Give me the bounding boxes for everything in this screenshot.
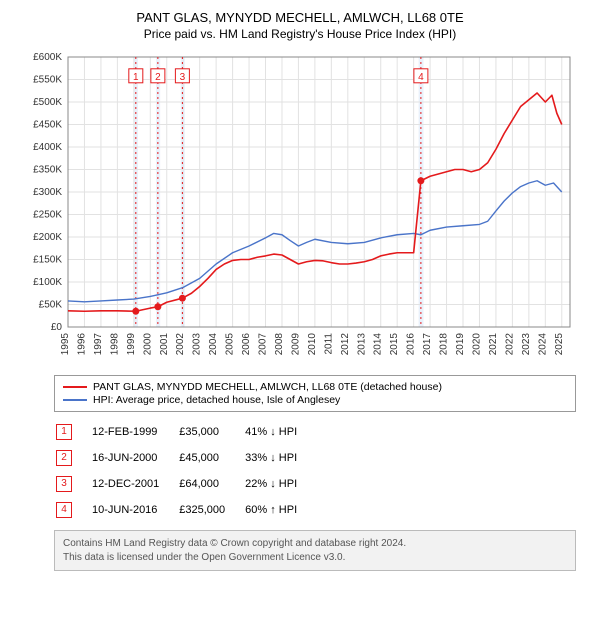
svg-text:2015: 2015 — [389, 333, 400, 356]
svg-text:2005: 2005 — [225, 333, 236, 356]
svg-text:2019: 2019 — [455, 333, 466, 356]
svg-text:2003: 2003 — [192, 333, 203, 356]
svg-text:£400K: £400K — [33, 142, 62, 153]
event-delta: 33% ↓ HPI — [245, 446, 315, 470]
svg-text:£50K: £50K — [39, 300, 63, 311]
legend-swatch — [63, 399, 87, 401]
page-title: PANT GLAS, MYNYDD MECHELL, AMLWCH, LL68 … — [8, 10, 592, 25]
svg-text:2010: 2010 — [307, 333, 318, 356]
svg-text:2024: 2024 — [537, 333, 548, 356]
svg-text:2016: 2016 — [406, 333, 417, 356]
svg-text:2014: 2014 — [373, 333, 384, 356]
legend-row: PANT GLAS, MYNYDD MECHELL, AMLWCH, LL68 … — [63, 381, 567, 393]
event-date: 12-FEB-1999 — [92, 420, 177, 444]
svg-text:2022: 2022 — [504, 333, 515, 356]
svg-text:2000: 2000 — [142, 333, 153, 356]
footer-attribution: Contains HM Land Registry data © Crown c… — [54, 530, 576, 571]
event-price: £64,000 — [179, 472, 243, 496]
page-subtitle: Price paid vs. HM Land Registry's House … — [8, 27, 592, 41]
svg-text:2023: 2023 — [521, 333, 532, 356]
footer-line-2: This data is licensed under the Open Gov… — [63, 551, 567, 565]
svg-text:2018: 2018 — [439, 333, 450, 356]
svg-text:2002: 2002 — [175, 333, 186, 356]
events-table: 1 12-FEB-1999£35,00041% ↓ HPI 2 16-JUN-2000… — [54, 418, 317, 524]
svg-text:2017: 2017 — [422, 333, 433, 356]
svg-text:2009: 2009 — [290, 333, 301, 356]
svg-text:1996: 1996 — [76, 333, 87, 356]
svg-text:£250K: £250K — [33, 210, 62, 221]
table-row: 3 12-DEC-2001£64,00022% ↓ HPI — [56, 472, 315, 496]
svg-text:£450K: £450K — [33, 120, 62, 131]
price-chart: £0 £50K £100K £150K £200K £250K £300K £350K £400… — [20, 49, 580, 369]
svg-text:£300K: £300K — [33, 187, 62, 198]
svg-text:2013: 2013 — [356, 333, 367, 356]
event-delta: 41% ↓ HPI — [245, 420, 315, 444]
table-row: 4 10-JUN-2016£325,00060% ↑ HPI — [56, 498, 315, 522]
svg-text:£350K: £350K — [33, 165, 62, 176]
table-row: 1 12-FEB-1999£35,00041% ↓ HPI — [56, 420, 315, 444]
svg-text:2008: 2008 — [274, 333, 285, 356]
legend-label: HPI: Average price, detached house, Isle… — [93, 394, 340, 406]
svg-text:4: 4 — [418, 72, 424, 83]
event-index-badge: 1 — [56, 424, 72, 440]
svg-text:2021: 2021 — [488, 333, 499, 356]
svg-text:2007: 2007 — [258, 333, 269, 356]
svg-text:2: 2 — [155, 72, 161, 83]
svg-text:1995: 1995 — [60, 333, 71, 356]
event-index-badge: 2 — [56, 450, 72, 466]
svg-text:2001: 2001 — [159, 333, 170, 356]
svg-text:£600K: £600K — [33, 52, 62, 63]
legend-label: PANT GLAS, MYNYDD MECHELL, AMLWCH, LL68 … — [93, 381, 442, 393]
event-price: £35,000 — [179, 420, 243, 444]
svg-text:£150K: £150K — [33, 255, 62, 266]
svg-text:1997: 1997 — [93, 333, 104, 356]
event-index-badge: 3 — [56, 476, 72, 492]
svg-text:1998: 1998 — [109, 333, 120, 356]
table-row: 2 16-JUN-2000£45,00033% ↓ HPI — [56, 446, 315, 470]
svg-text:2025: 2025 — [554, 333, 565, 356]
svg-text:2004: 2004 — [208, 333, 219, 356]
svg-text:£500K: £500K — [33, 97, 62, 108]
svg-text:1999: 1999 — [126, 333, 137, 356]
legend: PANT GLAS, MYNYDD MECHELL, AMLWCH, LL68 … — [54, 375, 576, 412]
event-price: £325,000 — [179, 498, 243, 522]
event-price: £45,000 — [179, 446, 243, 470]
svg-text:2012: 2012 — [340, 333, 351, 356]
svg-text:2006: 2006 — [241, 333, 252, 356]
event-delta: 60% ↑ HPI — [245, 498, 315, 522]
svg-text:£550K: £550K — [33, 75, 62, 86]
event-date: 10-JUN-2016 — [92, 498, 177, 522]
svg-text:3: 3 — [180, 72, 186, 83]
svg-text:2011: 2011 — [323, 333, 334, 355]
event-date: 16-JUN-2000 — [92, 446, 177, 470]
svg-text:£0: £0 — [51, 322, 63, 333]
event-index-badge: 4 — [56, 502, 72, 518]
legend-swatch — [63, 386, 87, 388]
event-delta: 22% ↓ HPI — [245, 472, 315, 496]
svg-text:1: 1 — [133, 72, 139, 83]
svg-text:£200K: £200K — [33, 232, 62, 243]
svg-text:£100K: £100K — [33, 277, 62, 288]
footer-line-1: Contains HM Land Registry data © Crown c… — [63, 537, 567, 551]
event-date: 12-DEC-2001 — [92, 472, 177, 496]
svg-text:2020: 2020 — [471, 333, 482, 356]
legend-row: HPI: Average price, detached house, Isle… — [63, 394, 567, 406]
